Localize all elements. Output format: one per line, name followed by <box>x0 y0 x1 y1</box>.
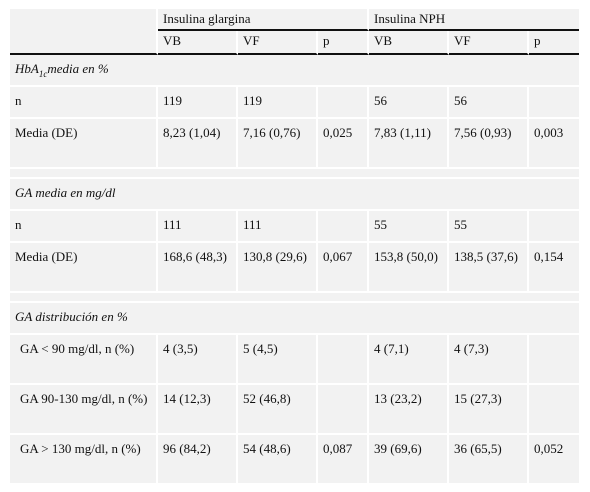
cell-glargina-vf: 52 (46,8) <box>238 385 318 435</box>
row-label: Media (DE) <box>10 119 158 169</box>
section-title-ga-media: GA media en mg/dl <box>10 179 580 211</box>
header-col-glargina-vb: VB <box>158 31 238 55</box>
cell-glargina-vb: 119 <box>158 87 238 119</box>
section-header-ga-media: GA media en mg/dl <box>10 179 580 211</box>
cell-glargina-vb: 4 (3,5) <box>158 335 238 385</box>
section-title-hba1c-main: HbA <box>15 61 39 76</box>
section-title-ga-distribucion: GA distribución en % <box>10 303 580 335</box>
cell-nph-vf: 56 <box>449 87 530 119</box>
cell-nph-p <box>529 87 580 119</box>
cell-nph-vf: 138,5 (37,6) <box>449 243 530 293</box>
cell-nph-p <box>529 385 580 435</box>
cell-glargina-vf: 5 (4,5) <box>238 335 318 385</box>
header-corner-cell <box>10 9 158 31</box>
table-row: GA > 130 mg/dl, n (%) 96 (84,2) 54 (48,6… <box>10 435 580 485</box>
cell-nph-p: 0,003 <box>529 119 580 169</box>
cell-nph-p <box>529 335 580 385</box>
cell-glargina-p <box>318 385 370 435</box>
cell-nph-vb: 13 (23,2) <box>369 385 450 435</box>
cell-nph-vf: 55 <box>449 211 530 243</box>
cell-glargina-vf: 111 <box>238 211 318 243</box>
cell-nph-vb: 56 <box>369 87 450 119</box>
header-group-glargina: Insulina glargina <box>158 9 370 31</box>
section-header-ga-distribucion: GA distribución en % <box>10 303 580 335</box>
header-group-nph: Insulina NPH <box>369 9 580 31</box>
cell-glargina-vb: 14 (12,3) <box>158 385 238 435</box>
cell-nph-vf: 15 (27,3) <box>449 385 530 435</box>
cell-glargina-p: 0,067 <box>318 243 370 293</box>
cell-glargina-vb: 96 (84,2) <box>158 435 238 485</box>
header-col-nph-vb: VB <box>369 31 450 55</box>
header-col-nph-p: p <box>529 31 580 55</box>
header-corner-cell-lower <box>10 31 158 55</box>
cell-nph-vb: 4 (7,1) <box>369 335 450 385</box>
cell-nph-vf: 4 (7,3) <box>449 335 530 385</box>
table-row: GA 90-130 mg/dl, n (%) 14 (12,3) 52 (46,… <box>10 385 580 435</box>
cell-nph-vb: 39 (69,6) <box>369 435 450 485</box>
cell-glargina-p <box>318 211 370 243</box>
cell-glargina-vb: 8,23 (1,04) <box>158 119 238 169</box>
section-header-hba1c: HbA1cmedia en % <box>10 55 580 87</box>
cell-nph-p: 0,052 <box>529 435 580 485</box>
row-label: n <box>10 211 158 243</box>
section-title-hba1c-rest: media en % <box>47 61 109 76</box>
cell-glargina-p: 0,025 <box>318 119 370 169</box>
row-label: GA < 90 mg/dl, n (%) <box>10 335 158 385</box>
section-title-hba1c: HbA1cmedia en % <box>10 55 580 87</box>
spacer-cell <box>10 169 580 179</box>
results-table: Insulina glargina Insulina NPH VB VF p V… <box>10 9 580 485</box>
cell-nph-p: 0,154 <box>529 243 580 293</box>
cell-glargina-vf: 54 (48,6) <box>238 435 318 485</box>
section-title-hba1c-subscript: 1c <box>38 69 48 79</box>
row-label: GA 90-130 mg/dl, n (%) <box>10 385 158 435</box>
table-row: Media (DE) 168,6 (48,3) 130,8 (29,6) 0,0… <box>10 243 580 293</box>
cell-nph-p <box>529 211 580 243</box>
cell-glargina-vf: 119 <box>238 87 318 119</box>
header-col-nph-vf: VF <box>449 31 530 55</box>
section-spacer <box>10 293 580 303</box>
cell-glargina-vf: 130,8 (29,6) <box>238 243 318 293</box>
spacer-cell <box>10 293 580 303</box>
table-row: Media (DE) 8,23 (1,04) 7,16 (0,76) 0,025… <box>10 119 580 169</box>
table-row: GA < 90 mg/dl, n (%) 4 (3,5) 5 (4,5) 4 (… <box>10 335 580 385</box>
cell-nph-vb: 7,83 (1,11) <box>369 119 450 169</box>
cell-nph-vf: 36 (65,5) <box>449 435 530 485</box>
table-row: n 111 111 55 55 <box>10 211 580 243</box>
header-group-row: Insulina glargina Insulina NPH <box>10 9 580 31</box>
row-label: n <box>10 87 158 119</box>
header-column-row: VB VF p VB VF p <box>10 31 580 55</box>
cell-nph-vb: 153,8 (50,0) <box>369 243 450 293</box>
cell-glargina-vb: 168,6 (48,3) <box>158 243 238 293</box>
cell-glargina-vb: 111 <box>158 211 238 243</box>
cell-glargina-vf: 7,16 (0,76) <box>238 119 318 169</box>
cell-nph-vf: 7,56 (0,93) <box>449 119 530 169</box>
cell-glargina-p <box>318 335 370 385</box>
row-label: GA > 130 mg/dl, n (%) <box>10 435 158 485</box>
header-col-glargina-vf: VF <box>238 31 318 55</box>
section-spacer <box>10 169 580 179</box>
row-label: Media (DE) <box>10 243 158 293</box>
cell-glargina-p <box>318 87 370 119</box>
table-row: n 119 119 56 56 <box>10 87 580 119</box>
cell-nph-vb: 55 <box>369 211 450 243</box>
cell-glargina-p: 0,087 <box>318 435 370 485</box>
header-col-glargina-p: p <box>318 31 370 55</box>
